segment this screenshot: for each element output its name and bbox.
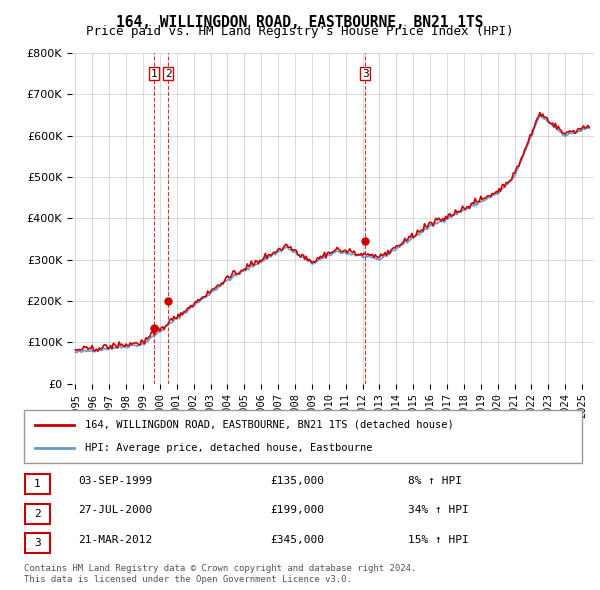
Text: This data is licensed under the Open Government Licence v3.0.: This data is licensed under the Open Gov… bbox=[24, 575, 352, 584]
Text: 3: 3 bbox=[34, 539, 41, 548]
Text: 164, WILLINGDON ROAD, EASTBOURNE, BN21 1TS (detached house): 164, WILLINGDON ROAD, EASTBOURNE, BN21 1… bbox=[85, 420, 454, 430]
FancyBboxPatch shape bbox=[25, 474, 50, 494]
Text: 1: 1 bbox=[151, 69, 158, 78]
FancyBboxPatch shape bbox=[25, 533, 50, 553]
Text: 1: 1 bbox=[34, 480, 41, 489]
FancyBboxPatch shape bbox=[25, 504, 50, 524]
Text: 8% ↑ HPI: 8% ↑ HPI bbox=[408, 476, 462, 486]
Text: 34% ↑ HPI: 34% ↑ HPI bbox=[408, 506, 469, 515]
Text: £135,000: £135,000 bbox=[270, 476, 324, 486]
Text: Price paid vs. HM Land Registry's House Price Index (HPI): Price paid vs. HM Land Registry's House … bbox=[86, 25, 514, 38]
Text: 21-MAR-2012: 21-MAR-2012 bbox=[78, 535, 152, 545]
Text: 3: 3 bbox=[362, 69, 369, 78]
Text: 27-JUL-2000: 27-JUL-2000 bbox=[78, 506, 152, 515]
Text: 2: 2 bbox=[34, 509, 41, 519]
Text: £199,000: £199,000 bbox=[270, 506, 324, 515]
Point bbox=[361, 236, 370, 245]
Text: 2: 2 bbox=[165, 69, 172, 78]
Text: 15% ↑ HPI: 15% ↑ HPI bbox=[408, 535, 469, 545]
Point bbox=[149, 323, 159, 333]
Text: £345,000: £345,000 bbox=[270, 535, 324, 545]
FancyBboxPatch shape bbox=[24, 410, 582, 463]
Text: 164, WILLINGDON ROAD, EASTBOURNE, BN21 1TS: 164, WILLINGDON ROAD, EASTBOURNE, BN21 1… bbox=[116, 15, 484, 30]
Text: Contains HM Land Registry data © Crown copyright and database right 2024.: Contains HM Land Registry data © Crown c… bbox=[24, 565, 416, 573]
Point bbox=[163, 297, 173, 306]
Text: 03-SEP-1999: 03-SEP-1999 bbox=[78, 476, 152, 486]
Text: HPI: Average price, detached house, Eastbourne: HPI: Average price, detached house, East… bbox=[85, 443, 373, 453]
